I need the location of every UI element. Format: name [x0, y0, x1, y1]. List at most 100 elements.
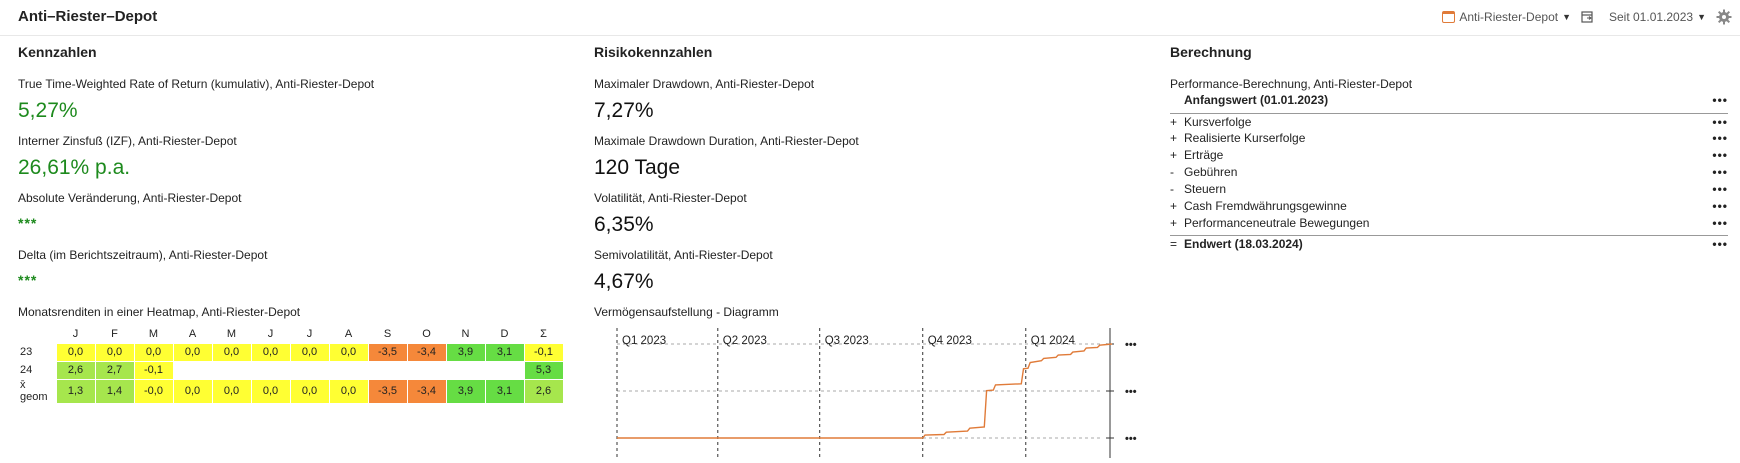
period-label: Seit 01.01.2023 — [1609, 10, 1694, 24]
calc-row: + Realisierte Kurserfolge ••• — [1170, 130, 1728, 147]
heatmap-cell: -0,0 — [133, 378, 174, 404]
chart-y-tick-label: ••• — [1125, 386, 1137, 398]
depot-selector[interactable]: Anti-Riester-Depot ▼ — [1442, 10, 1571, 24]
heatmap-column-header: O — [422, 328, 431, 341]
heatmap-cell: 3,9 — [445, 342, 486, 362]
more-icon[interactable]: ••• — [1712, 131, 1728, 145]
chevron-down-icon: ▼ — [1697, 12, 1706, 22]
calc-row: + Erträge ••• — [1170, 147, 1728, 164]
heatmap-cell: 0,0 — [55, 342, 96, 362]
kpi-value-absolute-change: *** — [18, 215, 38, 231]
heatmap-cell: 0,0 — [250, 342, 291, 362]
heatmap-cell: -0,1 — [133, 360, 174, 380]
heatmap-column-header: M — [226, 328, 237, 341]
kpi-label-drawdown-duration: Maximale Drawdown Duration, Anti-Riester… — [594, 134, 859, 148]
heatmap-cell: 0,0 — [133, 342, 174, 362]
heatmap-cell: 0,0 — [289, 378, 330, 404]
kpi-label-delta: Delta (im Berichtszeitraum), Anti-Rieste… — [18, 248, 268, 262]
heatmap-column-header: J — [306, 328, 313, 341]
app-title: Anti–Riester–Depot — [18, 8, 158, 25]
calc-row: - Steuern ••• — [1170, 181, 1728, 198]
heatmap-cell: -3,4 — [406, 342, 447, 362]
heatmap-cell: 3,1 — [484, 342, 525, 362]
heatmap-row-label: 23 — [20, 346, 33, 358]
heatmap-cell — [289, 360, 330, 380]
calc-row: - Gebühren ••• — [1170, 164, 1728, 181]
calc-row: + Kursverfolge ••• — [1170, 113, 1728, 130]
kpi-label-volatility: Volatilität, Anti-Riester-Depot — [594, 191, 747, 205]
kpi-label-semivolatility: Semivolatilität, Anti-Riester-Depot — [594, 248, 773, 262]
calc-operator: = — [1170, 237, 1178, 251]
kpi-value-volatility: 6,35% — [594, 213, 654, 236]
chart-x-tick-label: Q1 2023 — [622, 335, 666, 347]
more-icon[interactable]: ••• — [1712, 216, 1728, 230]
chart-x-tick-label: Q4 2023 — [928, 335, 972, 347]
heatmap-cell: 5,3 — [523, 360, 564, 380]
heatmap-cell — [211, 360, 252, 380]
heatmap-cell: 0,0 — [94, 342, 135, 362]
kpi-label-ttwror: True Time-Weighted Rate of Return (kumul… — [18, 77, 375, 91]
chart-y-tick-label: ••• — [1125, 433, 1137, 445]
calc-title: Performance-Berechnung, Anti-Riester-Dep… — [1170, 77, 1413, 91]
calc-operator: - — [1170, 165, 1174, 179]
heatmap-cell: 0,0 — [328, 342, 369, 362]
chart-x-tick-label: Q3 2023 — [825, 335, 869, 347]
kpi-value-max-drawdown: 7,27% — [594, 99, 654, 122]
calc-row: + Performanceneutrale Bewegungen ••• — [1170, 215, 1728, 232]
calc-operator: - — [1170, 182, 1174, 196]
calc-label: Performanceneutrale Bewegungen — [1184, 216, 1370, 230]
calc-operator: + — [1170, 199, 1178, 213]
calc-row: + Cash Fremdwährungsgewinne ••• — [1170, 198, 1728, 215]
calc-row: Anfangswert (01.01.2023) ••• — [1170, 92, 1728, 109]
heatmap-column-header: D — [500, 328, 509, 341]
more-icon[interactable]: ••• — [1712, 115, 1728, 129]
heatmap-row-label: x̄ geom — [20, 379, 48, 403]
calc-operator: + — [1170, 115, 1178, 129]
calc-operator: + — [1170, 216, 1178, 230]
calc-label: Gebühren — [1184, 165, 1238, 179]
kpi-value-drawdown-duration: 120 Tage — [594, 156, 681, 179]
heatmap-cell: 2,7 — [94, 360, 135, 380]
kpi-label-absolute-change: Absolute Veränderung, Anti-Riester-Depot — [18, 191, 242, 205]
more-icon[interactable]: ••• — [1712, 165, 1728, 179]
more-icon[interactable]: ••• — [1712, 237, 1728, 251]
gear-icon[interactable] — [1716, 9, 1732, 25]
section-title-berechnung: Berechnung — [1170, 44, 1252, 60]
heatmap-cell — [172, 360, 213, 380]
heatmap-row-label: 24 — [20, 364, 33, 376]
heatmap-cell: 0,0 — [172, 342, 213, 362]
performance-calculation: Anfangswert (01.01.2023) ••• + Kursverfolge… — [1170, 92, 1728, 252]
period-selector[interactable]: Seit 01.01.2023 ▼ — [1609, 10, 1706, 24]
heatmap-cell: 0,0 — [328, 378, 369, 404]
heatmap-cell — [367, 360, 408, 380]
heatmap-cell: -0,1 — [523, 342, 564, 362]
kpi-value-semivolatility: 4,67% — [594, 270, 654, 293]
heatmap-cell: -3,5 — [367, 342, 408, 362]
heatmap-column-header: F — [111, 328, 118, 341]
more-icon[interactable]: ••• — [1712, 182, 1728, 196]
export-icon[interactable] — [1581, 11, 1593, 23]
heatmap-cell: 0,0 — [211, 342, 252, 362]
calc-label: Endwert (18.03.2024) — [1184, 237, 1303, 251]
section-title-kennzahlen: Kennzahlen — [18, 44, 97, 60]
heatmap-cell — [328, 360, 369, 380]
heatmap-cell: -3,4 — [406, 378, 447, 404]
chart-series-line — [617, 343, 1113, 439]
heatmap-cell: 1,4 — [94, 378, 135, 404]
heatmap-cell: 0,0 — [172, 378, 213, 404]
heatmap-title: Monatsrenditen in einer Heatmap, Anti-Ri… — [18, 305, 301, 319]
more-icon[interactable]: ••• — [1712, 93, 1728, 107]
kpi-value-delta: *** — [18, 272, 38, 288]
kpi-label-izf: Interner Zinsfuß (IZF), Anti-Riester-Dep… — [18, 134, 237, 148]
chart-x-tick-label: Q1 2024 — [1031, 335, 1076, 347]
depot-label: Anti-Riester-Depot — [1459, 10, 1559, 24]
chart-x-tick-label: Q2 2023 — [723, 335, 767, 347]
more-icon[interactable]: ••• — [1712, 199, 1728, 213]
heatmap-cell — [406, 360, 447, 380]
heatmap-cell: 1,3 — [55, 378, 96, 404]
top-bar: Anti–Riester–Depot Anti-Riester-Depot ▼ … — [0, 0, 1740, 36]
more-icon[interactable]: ••• — [1712, 148, 1728, 162]
heatmap-cell: -3,5 — [367, 378, 408, 404]
calc-label: Kursverfolge — [1184, 115, 1252, 129]
